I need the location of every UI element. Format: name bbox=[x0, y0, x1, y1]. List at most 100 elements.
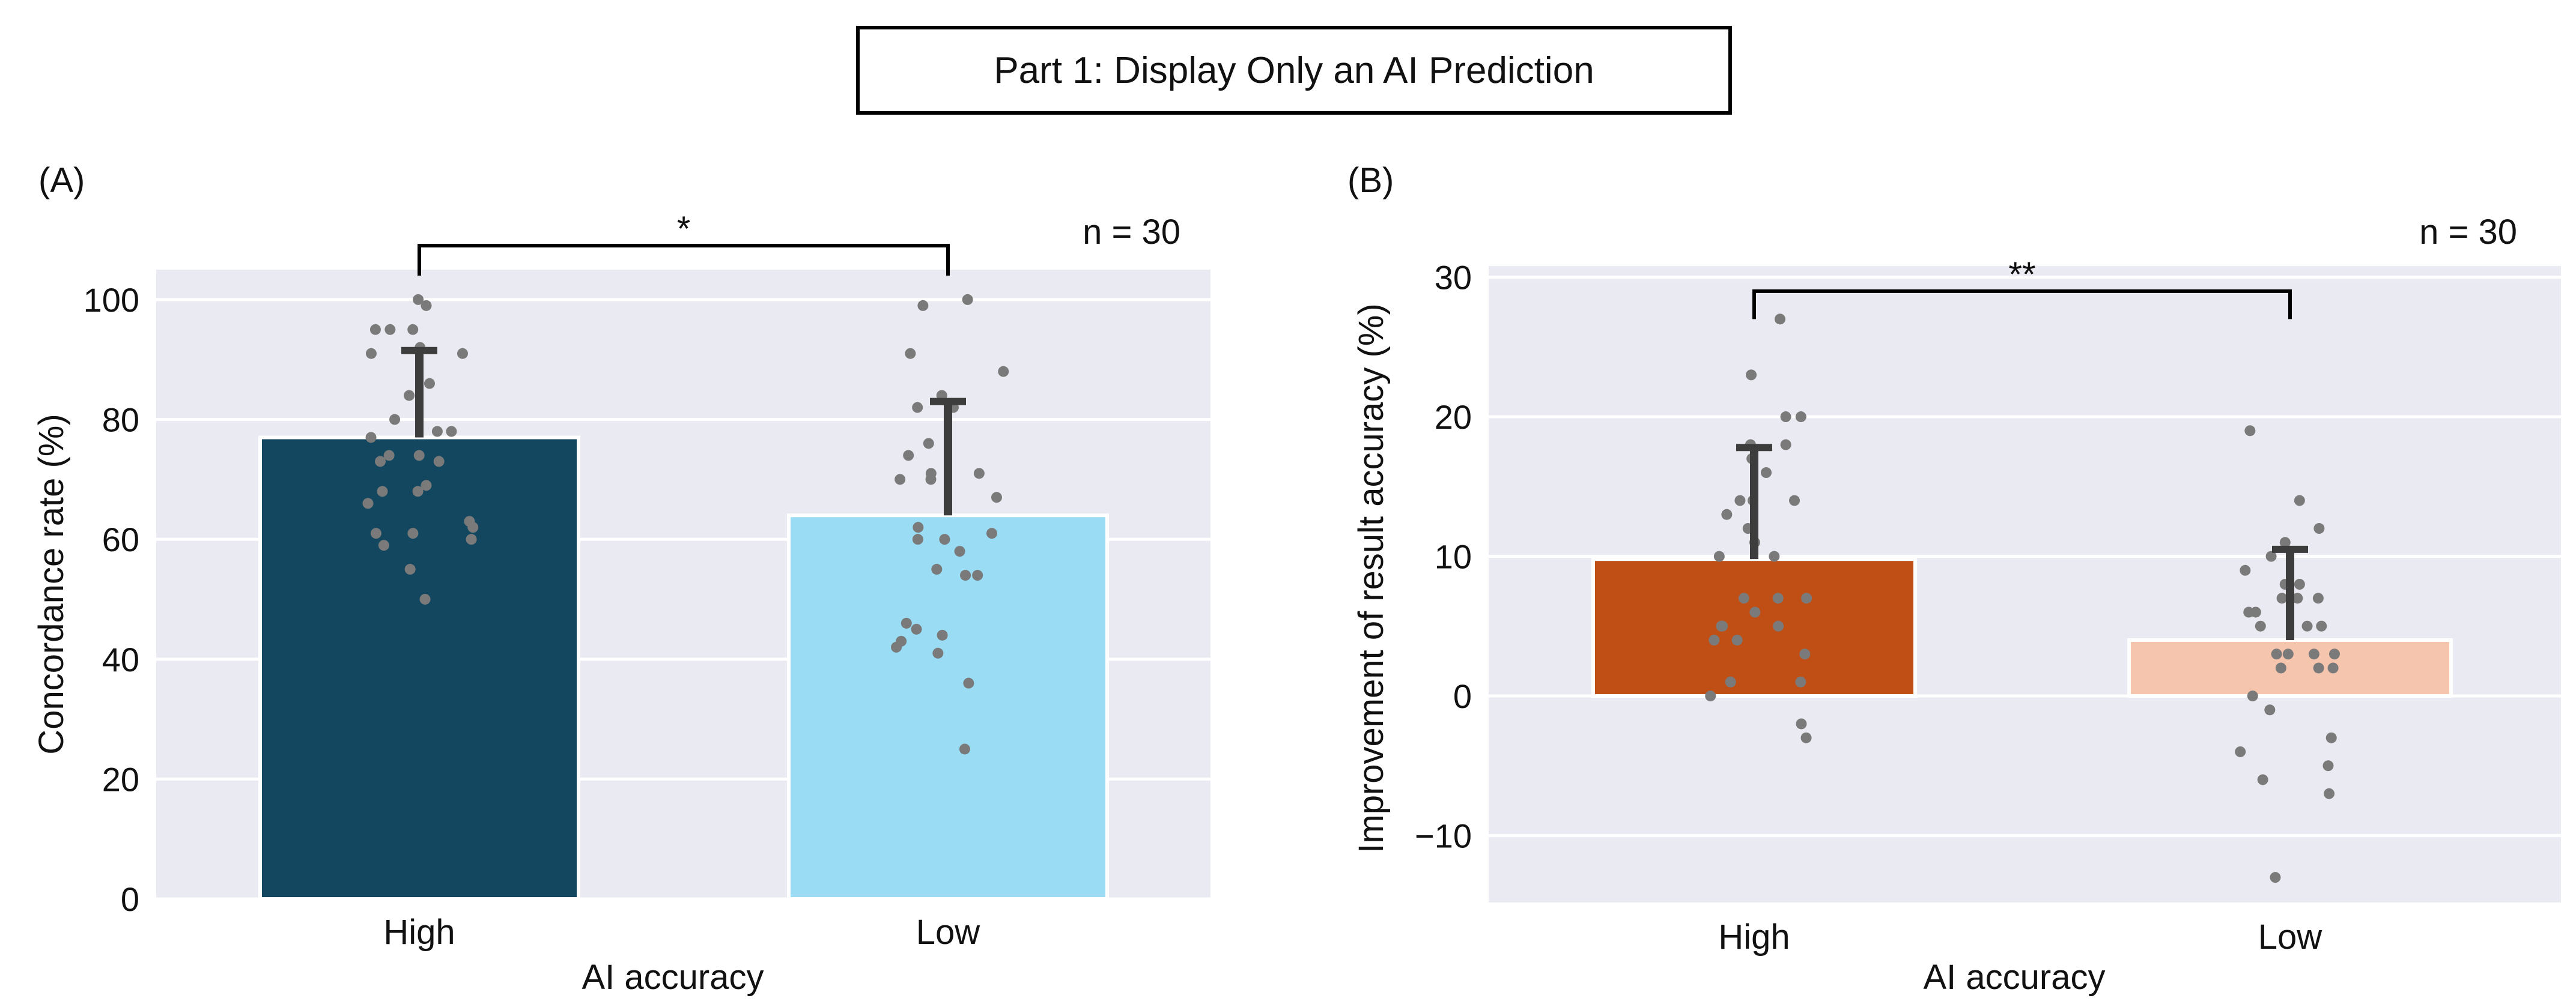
panel-b-xlabel: AI accuracy bbox=[1924, 958, 2106, 997]
a-point-low-14 bbox=[913, 522, 924, 533]
a-point-high-13 bbox=[365, 432, 377, 443]
a-point-low-29 bbox=[959, 743, 970, 755]
b-point-low-1 bbox=[2294, 495, 2305, 506]
b-point-high-7 bbox=[1761, 467, 1772, 479]
b-point-low-19 bbox=[2328, 649, 2340, 660]
a-point-high-27 bbox=[378, 540, 389, 551]
b-point-high-16 bbox=[1738, 593, 1749, 604]
a-point-low-21 bbox=[960, 570, 971, 581]
b-point-high-2 bbox=[1780, 411, 1791, 423]
panel-a-label: (A) bbox=[38, 161, 85, 200]
header-title: Part 1: Display Only an AI Prediction bbox=[994, 50, 1594, 91]
b-point-high-14 bbox=[1713, 551, 1725, 562]
b-ytick-label-1: 0 bbox=[1453, 677, 1472, 715]
b-point-high-28 bbox=[1705, 690, 1716, 701]
b-point-high-15 bbox=[1769, 551, 1780, 562]
a-point-high-1 bbox=[421, 300, 432, 311]
a-point-high-4 bbox=[407, 324, 419, 335]
a-point-low-23 bbox=[911, 623, 922, 635]
b-point-low-29 bbox=[2324, 788, 2335, 799]
panel-b: (B) −10 0 10 20 30 ** High Low n = 30 AI accura… bbox=[1347, 161, 2561, 997]
b-point-high-26 bbox=[1795, 676, 1806, 688]
a-point-low-11 bbox=[925, 474, 937, 485]
a-point-high-29 bbox=[419, 593, 431, 605]
b-point-low-16 bbox=[2282, 649, 2294, 660]
a-point-low-0 bbox=[962, 294, 973, 305]
b-point-low-9 bbox=[2292, 593, 2303, 604]
b-point-low-8 bbox=[2276, 593, 2288, 604]
a-point-low-2 bbox=[905, 348, 916, 359]
a-point-high-11 bbox=[446, 426, 457, 437]
b-point-low-24 bbox=[2264, 704, 2276, 716]
a-point-low-27 bbox=[932, 647, 944, 659]
b-ytick-label-4: 30 bbox=[1435, 259, 1472, 297]
a-point-high-24 bbox=[370, 528, 381, 539]
b-bar-high bbox=[1591, 557, 1917, 698]
a-point-high-20 bbox=[377, 486, 388, 497]
panel-b-label: (B) bbox=[1347, 161, 1394, 200]
b-xtick-label-low: Low bbox=[2258, 918, 2323, 957]
a-point-low-15 bbox=[986, 528, 997, 539]
b-ytick-label-0: −10 bbox=[1415, 817, 1472, 854]
a-point-low-28 bbox=[963, 677, 974, 689]
b-point-high-10 bbox=[1734, 495, 1746, 506]
panel-a-xlabel: AI accuracy bbox=[582, 958, 764, 997]
a-point-high-14 bbox=[413, 450, 425, 461]
b-point-low-12 bbox=[2250, 606, 2261, 618]
a-ytick-label-3: 60 bbox=[102, 521, 139, 558]
a-point-low-18 bbox=[954, 546, 965, 557]
b-point-high-24 bbox=[1731, 634, 1743, 646]
a-point-low-5 bbox=[912, 402, 923, 413]
b-point-high-21 bbox=[1773, 620, 1784, 632]
b-point-low-13 bbox=[2255, 620, 2266, 632]
a-point-low-13 bbox=[991, 492, 1002, 503]
b-point-low-3 bbox=[2279, 537, 2291, 548]
b-point-low-23 bbox=[2247, 690, 2258, 701]
a-point-low-26 bbox=[891, 641, 902, 653]
b-point-high-1 bbox=[1746, 369, 1757, 381]
b-point-low-21 bbox=[2275, 662, 2286, 674]
b-significance-bracket bbox=[1752, 289, 2292, 319]
b-point-high-30 bbox=[1800, 732, 1812, 743]
b-point-low-25 bbox=[2325, 732, 2337, 743]
b-point-low-2 bbox=[2313, 523, 2325, 534]
a-point-high-15 bbox=[383, 450, 395, 461]
a-point-low-24 bbox=[937, 629, 948, 641]
a-point-high-2 bbox=[369, 324, 381, 335]
a-point-low-20 bbox=[972, 570, 983, 581]
b-ytick-label-2: 10 bbox=[1435, 538, 1472, 576]
b-bar-low bbox=[2127, 638, 2453, 698]
b-point-high-18 bbox=[1801, 593, 1812, 604]
a-point-high-25 bbox=[407, 528, 419, 539]
a-bar-high bbox=[258, 435, 580, 901]
b-point-low-26 bbox=[2235, 746, 2246, 757]
b-point-high-25 bbox=[1799, 649, 1811, 660]
b-point-low-27 bbox=[2322, 760, 2334, 772]
a-point-low-19 bbox=[931, 564, 943, 575]
a-point-low-1 bbox=[917, 300, 929, 311]
a-point-high-23 bbox=[467, 522, 479, 533]
b-point-high-27 bbox=[1725, 676, 1736, 688]
a-significance-label: * bbox=[677, 210, 691, 249]
a-point-low-8 bbox=[903, 450, 914, 461]
a-point-high-16 bbox=[433, 456, 445, 467]
b-point-high-22 bbox=[1716, 620, 1727, 632]
a-ytick-label-1: 20 bbox=[102, 760, 139, 798]
b-point-high-9 bbox=[1789, 495, 1800, 506]
header-box bbox=[856, 26, 1732, 115]
a-point-high-10 bbox=[389, 414, 401, 425]
b-point-low-20 bbox=[2313, 662, 2324, 674]
a-ytick-label-0: 0 bbox=[121, 880, 139, 918]
a-point-high-0 bbox=[413, 294, 424, 305]
a-point-high-7 bbox=[457, 348, 468, 359]
a-point-high-26 bbox=[466, 534, 477, 545]
panel-b-marks: −10 0 10 20 30 ** High Low bbox=[1415, 255, 2561, 957]
panel-a-n-label: n = 30 bbox=[1083, 213, 1180, 252]
b-point-low-22 bbox=[2327, 662, 2339, 674]
b-point-high-29 bbox=[1796, 718, 1807, 730]
panel-b-n-label: n = 30 bbox=[2419, 213, 2517, 252]
a-point-high-18 bbox=[421, 480, 432, 491]
b-point-low-28 bbox=[2257, 774, 2268, 785]
b-point-high-11 bbox=[1721, 509, 1733, 520]
